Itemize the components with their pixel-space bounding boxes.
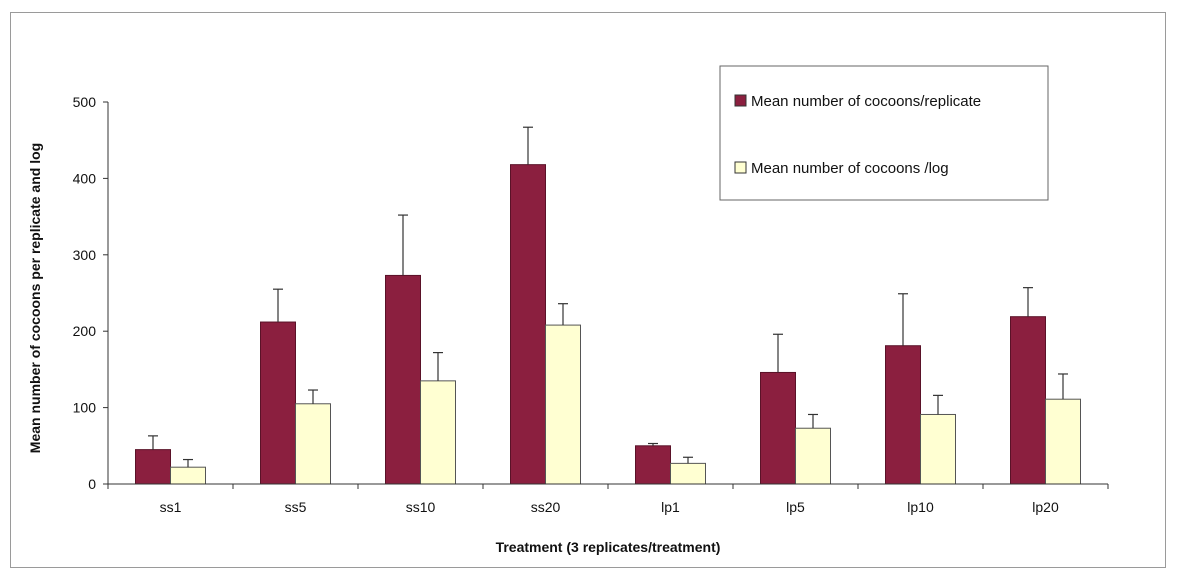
- x-axis-ticks: ss1 ss5 ss10 ss20 lp1 lp5 lp10 lp20: [107, 484, 1109, 515]
- legend-box: [719, 65, 1049, 201]
- chart-frame: [10, 12, 1166, 568]
- legend-swatch-log: [734, 161, 747, 174]
- bar-replicate: [260, 321, 296, 485]
- legend-label-replicate: Mean number of cocoons/replicate: [751, 93, 981, 110]
- bar-replicate: [510, 164, 546, 485]
- x-tick-label: lp1: [661, 499, 680, 515]
- x-tick-label: ss5: [285, 499, 307, 515]
- x-tick-label: ss10: [406, 499, 436, 515]
- x-tick-label: lp5: [786, 499, 805, 515]
- bar-replicate: [760, 371, 796, 485]
- bar-log: [545, 324, 581, 485]
- bar-replicate: [635, 445, 671, 485]
- x-tick-label: ss20: [531, 499, 561, 515]
- legend: Mean number of cocoons/replicate Mean nu…: [719, 65, 1049, 201]
- y-axis-title: Mean number of cocoons per replicate and…: [27, 143, 43, 453]
- y-tick-label: 500: [73, 94, 97, 110]
- y-tick-label: 100: [73, 400, 97, 416]
- bar-log: [1045, 398, 1081, 485]
- y-tick-label: 0: [88, 476, 96, 492]
- bar-log: [295, 403, 331, 485]
- bar-log: [795, 427, 831, 485]
- chart-marks: [135, 126, 1081, 485]
- bar-replicate: [1010, 316, 1046, 485]
- bar-log: [420, 380, 456, 485]
- bar-replicate: [885, 345, 921, 485]
- y-tick-label: 200: [73, 323, 97, 339]
- y-axis-ticks: 0 100 200 300 400 500: [73, 94, 108, 492]
- bar-log: [670, 462, 706, 485]
- y-tick-label: 300: [73, 247, 97, 263]
- x-tick-label: ss1: [160, 499, 182, 515]
- bar-replicate: [385, 274, 421, 485]
- bar-replicate: [135, 449, 171, 485]
- x-tick-label: lp10: [907, 499, 934, 515]
- y-tick-label: 400: [73, 170, 97, 186]
- legend-swatch-replicate: [734, 94, 747, 107]
- x-tick-label: lp20: [1032, 499, 1059, 515]
- bar-log: [920, 413, 956, 485]
- x-axis-title: Treatment (3 replicates/treatment): [496, 539, 721, 555]
- legend-label-log: Mean number of cocoons /log: [751, 160, 949, 177]
- bar-log: [170, 466, 206, 485]
